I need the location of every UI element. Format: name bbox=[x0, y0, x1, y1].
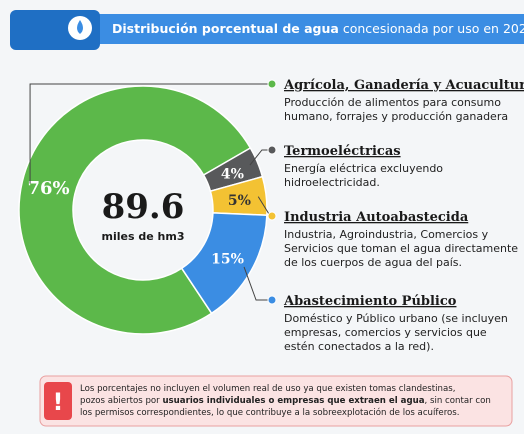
legend-dot bbox=[267, 295, 277, 305]
donut-chart: 76% 4% 5% 15% bbox=[18, 85, 268, 335]
center-label: miles de hm3 bbox=[102, 230, 185, 243]
alert-icon bbox=[44, 382, 72, 420]
note-strong: usuarios individuales o empresas que ext… bbox=[162, 396, 424, 406]
legend-description: de los cuerpos de agua del país. bbox=[284, 256, 462, 269]
legend-dot bbox=[267, 211, 277, 221]
drop bbox=[77, 20, 83, 34]
legend-description: Doméstico y Público urbano (se incluyen bbox=[284, 312, 508, 325]
legend: Agrícola, Ganadería y Acuacultura Producc… bbox=[29, 78, 524, 353]
alert-mark: ! bbox=[53, 388, 64, 416]
value-label: 76% bbox=[27, 178, 69, 199]
legend-dot bbox=[267, 145, 277, 155]
value-label: 15% bbox=[211, 252, 244, 268]
leader-line bbox=[243, 266, 272, 301]
legend-description: hidroelectricidad. bbox=[284, 176, 380, 189]
note: Los porcentajes no incluyen el volumen r… bbox=[80, 384, 494, 418]
legend-description: humano, forrajes y producción ganadera bbox=[284, 110, 508, 123]
legend-description: Servicios que toman el agua directamente bbox=[284, 242, 518, 255]
header-title: Distribución porcentual de agua concesio… bbox=[112, 21, 524, 36]
title-strong: Distribución porcentual de agua bbox=[112, 21, 339, 36]
legend-description: empresas, comercios y servicios que bbox=[284, 326, 487, 339]
note-line: , sin contar con bbox=[425, 396, 491, 406]
value-label: 4% bbox=[221, 166, 244, 182]
header-bar bbox=[95, 14, 524, 44]
note-line: pozos abiertos por bbox=[80, 396, 162, 406]
leader-line bbox=[29, 83, 272, 184]
legend-title: Agrícola, Ganadería y Acuacultura bbox=[283, 78, 524, 93]
legend-description: Industria, Agroindustria, Comercios y bbox=[284, 228, 489, 241]
legend-title: Industria Autoabastecida bbox=[284, 210, 469, 225]
legend-description: Producción de alimentos para consumo bbox=[284, 96, 501, 109]
note-line: los permisos correspondientes, lo que co… bbox=[80, 407, 460, 418]
legend-dot bbox=[267, 79, 277, 89]
title-rest: concesionada por uso en 2020 bbox=[343, 21, 524, 36]
legend-title: Abastecimiento Público bbox=[283, 294, 457, 309]
note-line: Los porcentajes no incluyen el volumen r… bbox=[80, 384, 455, 394]
legend-title: Termoeléctricas bbox=[284, 144, 401, 159]
legend-description: Energía eléctrica excluyendo bbox=[284, 162, 443, 175]
center-value: 89.6 bbox=[102, 187, 185, 227]
value-label: 5% bbox=[228, 193, 251, 209]
donut-segment bbox=[18, 85, 252, 335]
note-box bbox=[39, 375, 513, 427]
donut-segment bbox=[180, 212, 268, 315]
legend-description: estén conectados a la red). bbox=[284, 340, 434, 353]
